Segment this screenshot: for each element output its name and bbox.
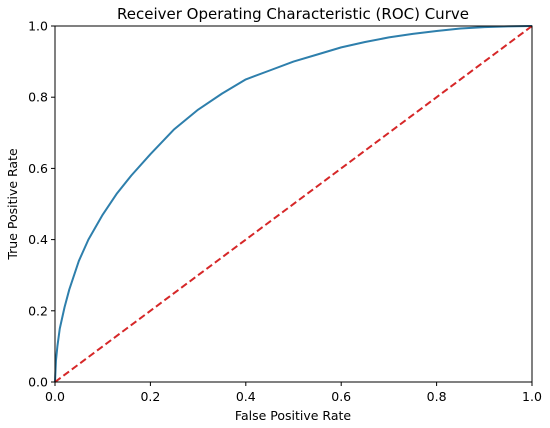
x-tick-label: 1.0 [522, 389, 542, 404]
y-tick-label: 0.8 [28, 90, 48, 105]
x-tick-label: 0.6 [331, 389, 351, 404]
y-axis-label: True Positive Rate [5, 148, 20, 261]
chart-title: Receiver Operating Characteristic (ROC) … [117, 5, 469, 23]
series-line-roc [54, 25, 533, 383]
plot-area [54, 25, 533, 383]
y-tick-label: 0.2 [28, 303, 48, 318]
y-tick-label: 0.6 [28, 161, 48, 176]
y-tick-label: 0.0 [28, 375, 48, 390]
plot-frame [54, 25, 533, 383]
x-axis-label: False Positive Rate [235, 408, 351, 423]
x-tick-label: 0.8 [427, 389, 447, 404]
y-tick-label: 0.4 [28, 232, 48, 247]
x-tick-label: 0.2 [140, 389, 160, 404]
series-line-diagonal [54, 25, 533, 383]
x-tick-label: 0.4 [236, 389, 256, 404]
x-tick-label: 0.0 [45, 389, 65, 404]
y-axis: 0.0 0.2 0.4 0.6 0.8 1.0 [28, 19, 55, 390]
y-tick-label: 1.0 [28, 19, 48, 34]
x-axis: 0.0 0.2 0.4 0.6 0.8 1.0 [45, 382, 542, 404]
